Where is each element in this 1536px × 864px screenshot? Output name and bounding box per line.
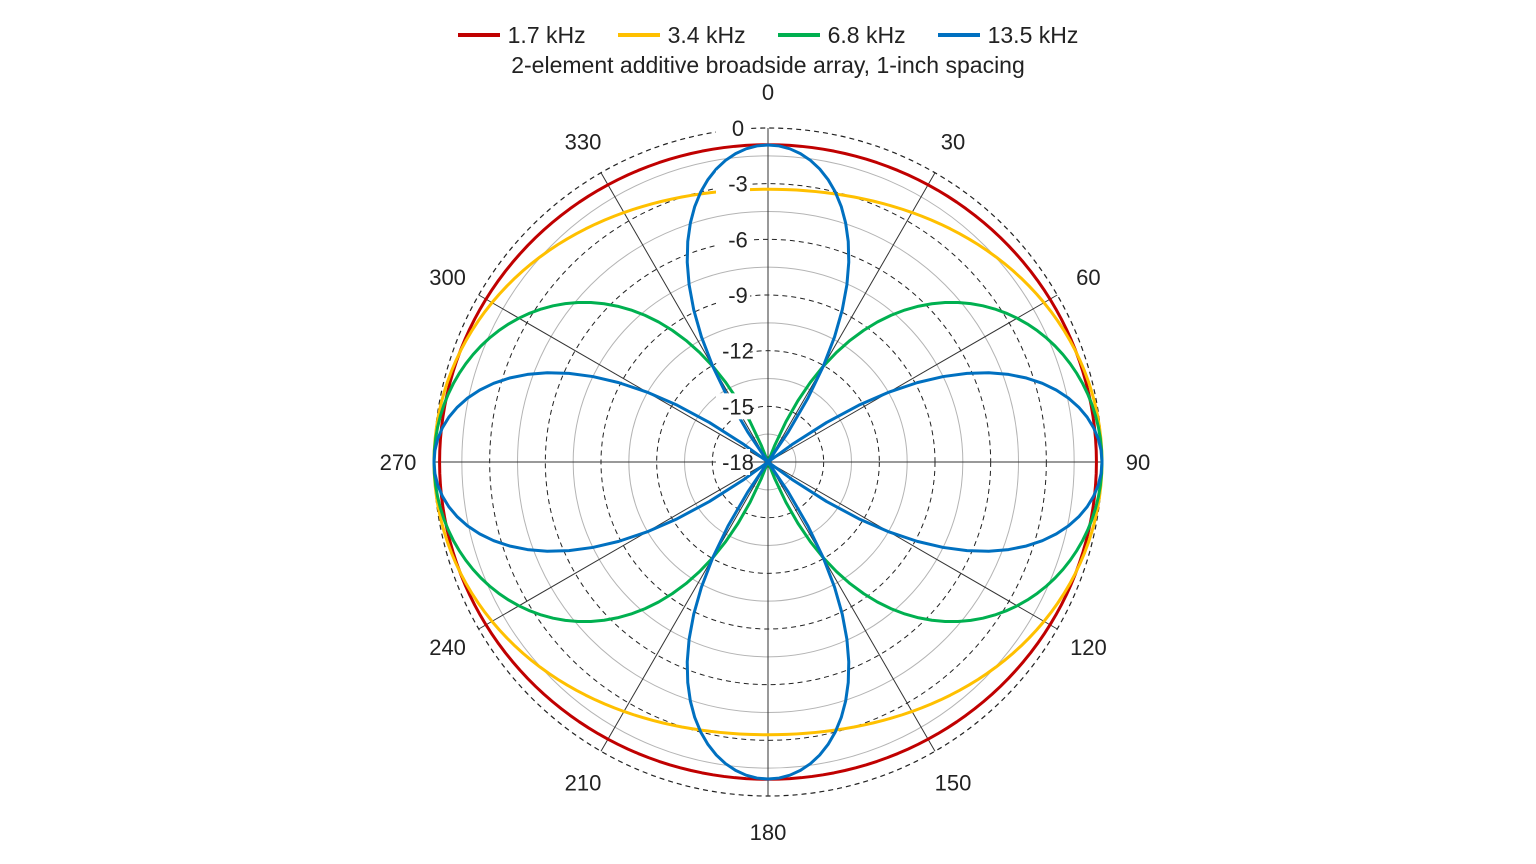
angular-gridline	[767, 461, 936, 752]
legend-swatch	[457, 32, 500, 37]
legend-item: 13.5 kHz	[937, 22, 1079, 49]
legend-swatch	[937, 32, 980, 37]
radial-tick-label: -3	[728, 172, 748, 197]
angular-tick-label: 240	[429, 635, 466, 660]
angular-gridline	[767, 461, 1058, 630]
angular-tick-label: 150	[935, 770, 972, 795]
radial-tick-label: -12	[722, 339, 754, 364]
radial-tick-label: -15	[722, 394, 754, 419]
radial-tick-label-bg	[716, 393, 750, 420]
angular-tick-label: 270	[380, 450, 417, 475]
angular-gridline	[767, 294, 1058, 463]
angular-gridline	[767, 172, 936, 463]
radial-tick-label: -6	[728, 227, 748, 252]
angular-tick-label: 90	[1126, 450, 1150, 475]
angular-tick-label: 180	[750, 820, 787, 845]
legend-item: 3.4 kHz	[617, 22, 746, 49]
legend-item: 6.8 kHz	[777, 22, 906, 49]
legend-swatch	[617, 32, 660, 37]
radial-tick-label: -18	[722, 450, 754, 475]
angular-tick-label: 120	[1070, 635, 1107, 660]
radial-tick-label-bg	[716, 282, 750, 308]
legend: 1.7 kHz 3.4 kHz 6.8 kHz 13.5 kHz	[0, 22, 1536, 49]
angular-tick-label: 210	[565, 770, 602, 795]
series-line-3-4-kHz	[432, 187, 1104, 737]
angular-tick-label: 330	[565, 130, 602, 155]
angular-tick-label: 30	[941, 130, 965, 155]
legend-label: 13.5 kHz	[987, 22, 1079, 48]
angular-tick-label: 300	[429, 265, 466, 290]
radial-tick-label: -9	[728, 283, 748, 308]
radial-tick-label-bg	[716, 337, 750, 364]
legend-label: 1.7 kHz	[507, 22, 586, 48]
legend-swatch	[777, 32, 820, 37]
legend-label: 6.8 kHz	[827, 22, 906, 48]
angular-gridline	[600, 461, 769, 752]
angular-gridline	[478, 294, 769, 463]
legend-label: 3.4 kHz	[667, 22, 746, 48]
radial-tick-label-bg	[716, 170, 750, 197]
series-line-13-5-kHz	[432, 143, 1104, 781]
angular-tick-label: 0	[762, 80, 774, 105]
radial-tick-label-bg	[716, 115, 750, 141]
angular-gridline	[478, 461, 769, 630]
radial-tick-label: 0	[732, 116, 744, 141]
radial-tick-label-bg	[716, 226, 750, 253]
chart-title: 2-element additive broadside array, 1-in…	[511, 52, 1025, 78]
radial-tick-label-bg	[716, 449, 750, 475]
legend-item: 1.7 kHz	[457, 22, 586, 49]
angular-tick-label: 60	[1076, 265, 1100, 290]
